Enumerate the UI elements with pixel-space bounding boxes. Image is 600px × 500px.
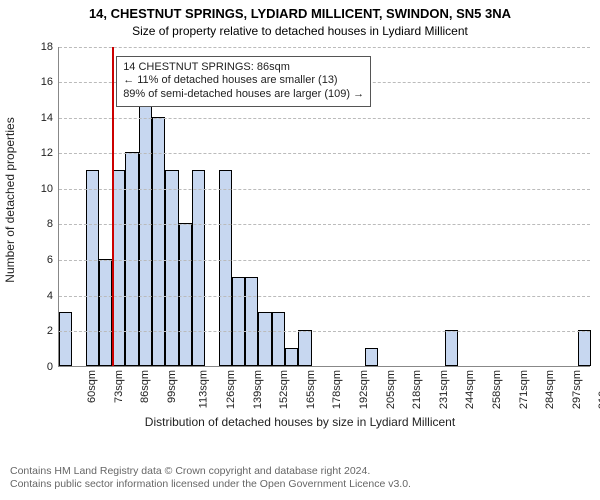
y-tick: 6 <box>47 254 59 266</box>
y-tick: 8 <box>47 218 59 230</box>
x-axis-label: Distribution of detached houses by size … <box>0 415 600 429</box>
x-tick: 192sqm <box>358 370 370 409</box>
page-subtitle: Size of property relative to detached ho… <box>0 22 600 38</box>
grid-line <box>59 296 590 297</box>
annotation-line: ← 11% of detached houses are smaller (13… <box>123 74 364 88</box>
bar <box>298 330 311 366</box>
bar <box>86 170 99 366</box>
page-title: 14, CHESTNUT SPRINGS, LYDIARD MILLICENT,… <box>0 0 600 22</box>
annotation-box: 14 CHESTNUT SPRINGS: 86sqm← 11% of detac… <box>116 56 371 107</box>
bar-slot <box>86 170 99 366</box>
x-tick: 205sqm <box>385 370 397 409</box>
bar-slot <box>258 312 271 365</box>
bar <box>272 312 285 365</box>
x-tick: 113sqm <box>198 370 210 408</box>
bar <box>125 152 138 365</box>
x-tick: 218sqm <box>411 370 423 409</box>
x-tick: 297sqm <box>571 370 583 409</box>
x-tick: 271sqm <box>518 370 530 409</box>
y-tick: 16 <box>41 76 59 88</box>
bar-slot <box>445 330 458 366</box>
grid-line <box>59 260 590 261</box>
bar <box>445 330 458 366</box>
footer-line-1: Contains HM Land Registry data © Crown c… <box>10 465 590 479</box>
bar-slot <box>192 170 205 366</box>
bar-slot <box>272 312 285 365</box>
footer: Contains HM Land Registry data © Crown c… <box>10 465 590 492</box>
y-tick: 14 <box>41 112 59 124</box>
chart-area: 60sqm73sqm86sqm99sqm113sqm126sqm139sqm15… <box>58 47 590 367</box>
marker-line <box>112 47 114 366</box>
x-tick: 244sqm <box>465 370 477 409</box>
bar-slot <box>99 259 112 366</box>
grid-line <box>59 224 590 225</box>
x-tick: 284sqm <box>544 370 556 409</box>
grid-line <box>59 153 590 154</box>
x-tick: 99sqm <box>166 370 178 403</box>
grid-line <box>59 118 590 119</box>
x-tick: 258sqm <box>491 370 503 409</box>
bar <box>165 170 178 366</box>
x-tick: 231sqm <box>438 370 450 409</box>
bar <box>59 312 72 365</box>
bar-slot <box>59 312 72 365</box>
bar-slot <box>245 277 258 366</box>
bar-slot <box>219 170 232 366</box>
bar-slot <box>365 348 378 366</box>
bar-slot <box>165 170 178 366</box>
x-tick: 60sqm <box>86 370 98 403</box>
y-tick: 0 <box>47 361 59 373</box>
x-tick: 165sqm <box>305 370 317 409</box>
bar <box>219 170 232 366</box>
grid-line <box>59 331 590 332</box>
bar <box>285 348 298 366</box>
annotation-line: 14 CHESTNUT SPRINGS: 86sqm <box>123 61 364 75</box>
chart-plot: 60sqm73sqm86sqm99sqm113sqm126sqm139sqm15… <box>58 47 590 367</box>
bar-slot <box>298 330 311 366</box>
bar <box>245 277 258 366</box>
x-tick: 126sqm <box>225 370 237 409</box>
bar <box>578 330 591 366</box>
x-tick: 139sqm <box>252 370 264 409</box>
bar <box>258 312 271 365</box>
footer-line-2: Contains public sector information licen… <box>10 478 590 492</box>
bar-slot <box>232 277 245 366</box>
x-tick: 86sqm <box>139 370 151 403</box>
annotation-line: 89% of semi-detached houses are larger (… <box>123 88 364 102</box>
x-tick: 178sqm <box>332 370 344 409</box>
y-tick: 12 <box>41 147 59 159</box>
y-axis-label: Number of detached properties <box>3 117 17 282</box>
bar <box>99 259 112 366</box>
grid-line <box>59 47 590 48</box>
y-tick: 18 <box>41 41 59 53</box>
y-tick: 2 <box>47 325 59 337</box>
bar <box>365 348 378 366</box>
grid-line <box>59 189 590 190</box>
bar-slot <box>285 348 298 366</box>
x-tick: 73sqm <box>113 370 125 403</box>
bar <box>232 277 245 366</box>
bar <box>192 170 205 366</box>
x-tick: 152sqm <box>278 370 290 409</box>
y-tick: 10 <box>41 183 59 195</box>
bar-slot <box>125 152 138 365</box>
y-tick: 4 <box>47 290 59 302</box>
bar-slot <box>578 330 591 366</box>
